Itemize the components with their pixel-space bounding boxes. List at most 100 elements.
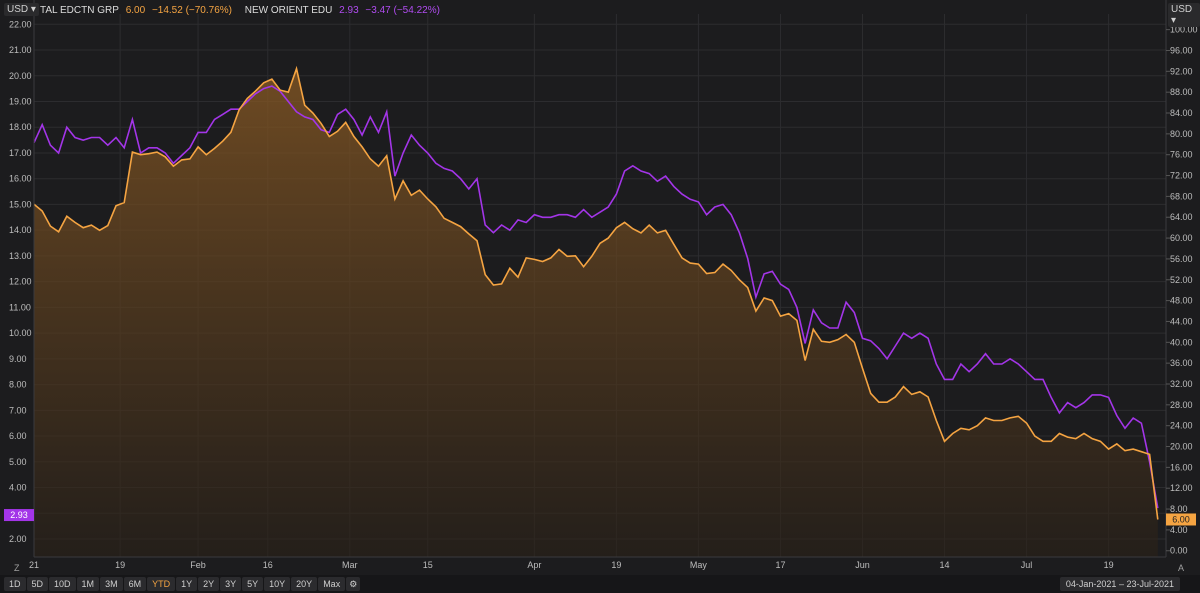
- left-tick-label: 6.00: [9, 431, 27, 441]
- tal-last-value-box: [1166, 513, 1196, 526]
- left-tick-label: 7.00: [9, 405, 27, 415]
- right-tick-label: 68.00: [1170, 191, 1193, 201]
- tal-last-value-label: 6.00: [1172, 514, 1190, 524]
- legend-edu-price: 2.93: [339, 5, 359, 16]
- range-buttons: 1D 5D 10D 1M 3M 6M YTD 1Y 2Y 3Y 5Y 10Y 20Y Max ⚙: [4, 577, 361, 591]
- range-button-1d[interactable]: 1D: [4, 577, 26, 591]
- left-tick-label: 15.00: [9, 199, 32, 209]
- auto-scale-button[interactable]: A: [1178, 563, 1185, 573]
- last-value-labels: 2.93 6.00: [4, 509, 1196, 526]
- settings-gear-icon[interactable]: ⚙: [346, 577, 361, 591]
- left-tick-label: 14.00: [9, 225, 32, 235]
- date-range-start: 04-Jan-2021: [1065, 579, 1117, 589]
- right-tick-label: 48.00: [1170, 296, 1193, 306]
- x-tick-label: Mar: [342, 560, 358, 570]
- right-axis-ticks: 0.00 4.00 8.00 12.00 16.00 20.00 24.00 28.00 32.…: [1166, 25, 1198, 556]
- range-button-20y[interactable]: 20Y: [291, 577, 318, 591]
- x-tick-label: 19: [1104, 560, 1114, 570]
- left-tick-label: 10.00: [9, 328, 32, 338]
- right-tick-label: 44.00: [1170, 316, 1193, 326]
- left-tick-label: 20.00: [9, 71, 32, 81]
- x-tick-label: 19: [611, 560, 621, 570]
- range-button-2y[interactable]: 2Y: [198, 577, 220, 591]
- range-button-1m[interactable]: 1M: [76, 577, 100, 591]
- left-currency-selector[interactable]: USD ▾: [4, 3, 39, 16]
- x-tick-label: 17: [775, 560, 785, 570]
- chevron-down-icon: ▾: [1171, 15, 1177, 26]
- left-tick-label: 16.00: [9, 174, 32, 184]
- right-tick-label: 12.00: [1170, 483, 1193, 493]
- date-range-separator: –: [1118, 579, 1124, 589]
- right-tick-label: 8.00: [1170, 504, 1188, 514]
- range-button-5y[interactable]: 5Y: [242, 577, 264, 591]
- right-tick-label: 24.00: [1170, 421, 1193, 431]
- range-button-10y[interactable]: 10Y: [264, 577, 291, 591]
- right-tick-label: 84.00: [1170, 108, 1193, 118]
- x-tick-label: Feb: [190, 560, 206, 570]
- date-range-end: 23-Jul-2021: [1126, 579, 1174, 589]
- left-tick-label: 21.00: [9, 45, 32, 55]
- x-tick-label: 21: [29, 560, 39, 570]
- bottom-toolbar: 1D 5D 10D 1M 3M 6M YTD 1Y 2Y 3Y 5Y 10Y 20Y Max ⚙ 04-Ja…: [0, 575, 1200, 593]
- zoom-reset-button[interactable]: Z: [14, 563, 20, 573]
- x-tick-label: Jun: [855, 560, 870, 570]
- range-button-1y[interactable]: 1Y: [176, 577, 198, 591]
- legend-edu-change: −3.47 (−54.22%): [365, 5, 440, 16]
- range-button-5d[interactable]: 5D: [26, 577, 49, 591]
- x-tick-label: Apr: [527, 560, 541, 570]
- edu-last-value-label: 2.93: [10, 510, 28, 520]
- right-tick-label: 4.00: [1170, 525, 1188, 535]
- left-tick-label: 22.00: [9, 19, 32, 29]
- left-tick-label: 2.00: [9, 534, 27, 544]
- range-button-10d[interactable]: 10D: [49, 577, 76, 591]
- right-tick-label: 88.00: [1170, 87, 1193, 97]
- right-tick-label: 60.00: [1170, 233, 1193, 243]
- right-tick-label: 96.00: [1170, 45, 1193, 55]
- legend-edu-name: NEW ORIENT EDU: [244, 5, 333, 16]
- right-tick-label: 52.00: [1170, 275, 1193, 285]
- left-tick-label: 13.00: [9, 251, 32, 261]
- chevron-down-icon: ▾: [30, 4, 36, 15]
- right-tick-label: 0.00: [1170, 546, 1188, 556]
- left-tick-label: 11.00: [9, 302, 31, 312]
- right-tick-label: 20.00: [1170, 442, 1193, 452]
- right-tick-label: 28.00: [1170, 400, 1193, 410]
- left-tick-label: 9.00: [9, 354, 27, 364]
- left-tick-label: 19.00: [9, 96, 32, 106]
- legend-tal-change: −14.52 (−70.76%): [151, 5, 232, 16]
- right-tick-label: 32.00: [1170, 379, 1193, 389]
- chart-legend: TAL EDCTN GRP 6.00 −14.52 (−70.76%) NEW …: [40, 5, 444, 16]
- right-tick-label: 56.00: [1170, 254, 1193, 264]
- range-button-6m[interactable]: 6M: [123, 577, 147, 591]
- x-tick-label: 14: [940, 560, 950, 570]
- right-tick-label: 36.00: [1170, 358, 1193, 368]
- range-button-max[interactable]: Max: [318, 577, 346, 591]
- edu-last-value-box: [4, 509, 34, 522]
- x-tick-label: May: [690, 560, 708, 570]
- right-currency-selector[interactable]: USD ▾: [1168, 3, 1200, 27]
- left-tick-label: 8.00: [9, 380, 27, 390]
- right-tick-label: 40.00: [1170, 337, 1193, 347]
- new-orient-edu-line: [33, 85, 1159, 509]
- range-button-3y[interactable]: 3Y: [220, 577, 242, 591]
- right-tick-label: 80.00: [1170, 129, 1193, 139]
- left-tick-label: 12.00: [9, 277, 32, 287]
- price-chart[interactable]: 2.003.004.005.006.007.008.009.0010.0011.…: [0, 0, 1200, 575]
- legend-tal-name: TAL EDCTN GRP: [40, 5, 119, 16]
- right-tick-label: 100.00: [1170, 25, 1198, 35]
- x-tick-label: 19: [115, 560, 125, 570]
- x-tick-label: 15: [423, 560, 433, 570]
- x-tick-label: 16: [263, 560, 273, 570]
- range-button-3m[interactable]: 3M: [100, 577, 123, 591]
- tal-edctn-grp-line: [33, 65, 1159, 520]
- date-range-selector[interactable]: 04-Jan-2021 – 23-Jul-2021: [1059, 577, 1180, 591]
- x-tick-label: Jul: [1021, 560, 1033, 570]
- right-tick-label: 92.00: [1170, 66, 1193, 76]
- left-tick-label: 5.00: [9, 457, 27, 467]
- right-tick-label: 72.00: [1170, 171, 1193, 181]
- right-tick-label: 64.00: [1170, 212, 1193, 222]
- x-axis-ticks: 21 19 Feb 16 Mar 15 Apr 19 May 17 Jun 14 Jul 19: [29, 560, 1114, 570]
- legend-tal-price: 6.00: [125, 5, 146, 16]
- right-tick-label: 76.00: [1170, 150, 1193, 160]
- range-button-ytd[interactable]: YTD: [147, 577, 176, 591]
